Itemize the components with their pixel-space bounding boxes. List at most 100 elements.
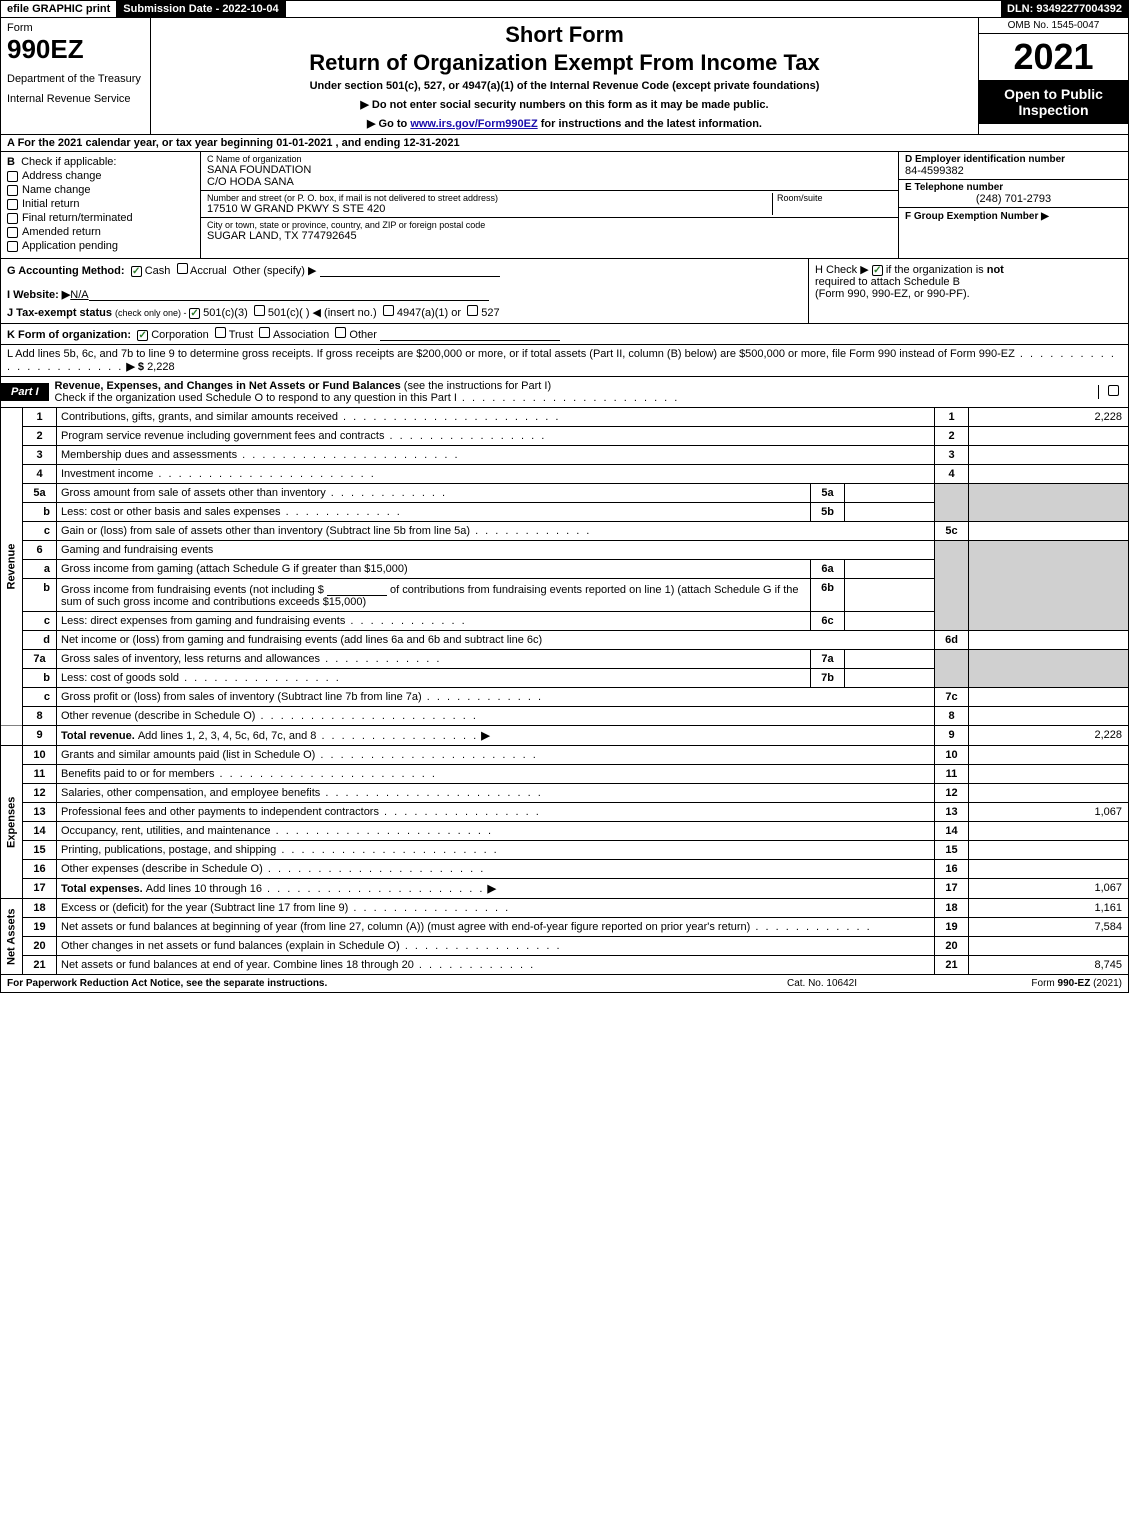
e-row: E Telephone number (248) 701-2793: [899, 179, 1128, 207]
line-6d: d Net income or (loss) from gaming and f…: [1, 631, 1129, 650]
line-desc: Gross income from fundraising events (no…: [57, 579, 811, 612]
final-return-label: Final return/terminated: [22, 212, 133, 224]
checkbox-icon[interactable]: [7, 199, 18, 210]
opt-other: Other: [349, 329, 377, 341]
page-footer: For Paperwork Reduction Act Notice, see …: [0, 975, 1129, 993]
checkbox-other-icon[interactable]: [335, 327, 346, 338]
dots-icon: [153, 468, 375, 480]
header-right: OMB No. 1545-0047 2021 Open to Public In…: [978, 18, 1128, 134]
opt-trust: Trust: [229, 329, 254, 341]
line-18: Net Assets 18 Excess or (deficit) for th…: [1, 899, 1129, 918]
other-org-field[interactable]: [380, 327, 560, 341]
checkbox-icon[interactable]: [7, 227, 18, 238]
line-rnum: 14: [935, 822, 969, 841]
line-text: Program service revenue including govern…: [61, 430, 384, 442]
check-application-pending[interactable]: Application pending: [7, 240, 194, 252]
line-6: 6 Gaming and fundraising events: [1, 541, 1129, 560]
dots-icon: [400, 940, 562, 952]
opt-527: 527: [481, 307, 499, 319]
line-text: Membership dues and assessments: [61, 449, 237, 461]
check-name-change[interactable]: Name change: [7, 184, 194, 196]
dots-icon: [326, 487, 447, 499]
checkbox-icon[interactable]: [7, 241, 18, 252]
check-final-return[interactable]: Final return/terminated: [7, 212, 194, 224]
l-arrow: ▶ $: [126, 361, 147, 373]
ein-value: 84-4599382: [905, 165, 1122, 177]
line-rnum: 3: [935, 446, 969, 465]
line-rval: [969, 707, 1129, 726]
shade-cell: [935, 541, 969, 631]
checkbox-part-i-icon[interactable]: [1108, 385, 1119, 396]
dots-icon: [470, 525, 591, 537]
contrib-field[interactable]: [327, 582, 387, 596]
line-4: 4 Investment income 4: [1, 465, 1129, 484]
check-address-change[interactable]: Address change: [7, 170, 194, 182]
dots-icon: [345, 615, 466, 627]
j-check-only-one: (check only one) -: [115, 308, 189, 318]
opt-corporation: Corporation: [151, 329, 208, 341]
d-label: D Employer identification number: [905, 154, 1122, 165]
line-desc: Membership dues and assessments: [57, 446, 935, 465]
l-row: L Add lines 5b, 6c, and 7b to line 9 to …: [0, 345, 1129, 377]
checkbox-trust-icon[interactable]: [215, 327, 226, 338]
part-i-check-line: Check if the organization used Schedule …: [55, 392, 457, 404]
initial-return-label: Initial return: [22, 198, 79, 210]
checkbox-assoc-icon[interactable]: [259, 327, 270, 338]
dots-icon: [276, 844, 498, 856]
checkbox-4947-icon[interactable]: [383, 305, 394, 316]
checkbox-527-icon[interactable]: [467, 305, 478, 316]
line-rnum: 6d: [935, 631, 969, 650]
line-num: 12: [23, 784, 57, 803]
dln: DLN: 93492277004392: [1001, 1, 1128, 17]
goto-link[interactable]: www.irs.gov/Form990EZ: [410, 118, 537, 130]
line-rnum: 18: [935, 899, 969, 918]
j-tax-exempt-row: J Tax-exempt status (check only one) - 5…: [7, 305, 802, 319]
checkbox-501c3-icon[interactable]: [189, 308, 200, 319]
line-num: 14: [23, 822, 57, 841]
other-specify-field[interactable]: [320, 263, 500, 277]
accrual-label: Accrual: [190, 265, 227, 277]
checkbox-accrual-icon[interactable]: [177, 263, 188, 274]
return-title: Return of Organization Exempt From Incom…: [157, 50, 972, 76]
address-change-label: Address change: [22, 170, 102, 182]
line-text-1: Gross income from fundraising events (no…: [61, 584, 324, 596]
line-num: 19: [23, 918, 57, 937]
opt-4947: 4947(a)(1) or: [397, 307, 461, 319]
check-amended-return[interactable]: Amended return: [7, 226, 194, 238]
inner-num: 7a: [811, 650, 845, 669]
line-rnum: 16: [935, 860, 969, 879]
f-label: F Group Exemption Number ▶: [905, 211, 1049, 222]
checkbox-h-icon[interactable]: [872, 265, 883, 276]
c-room: Room/suite: [772, 193, 892, 215]
shade-cell: [935, 484, 969, 522]
line-rval: [969, 688, 1129, 707]
check-initial-return[interactable]: Initial return: [7, 198, 194, 210]
inner-num: 5b: [811, 503, 845, 522]
line-num: 9: [23, 726, 57, 746]
line-13: 13 Professional fees and other payments …: [1, 803, 1129, 822]
inner-num: 6a: [811, 560, 845, 579]
c-street-label: Number and street (or P. O. box, if mail…: [207, 193, 772, 203]
form-word: Form: [7, 22, 144, 34]
block-c: C Name of organization SANA FOUNDATION C…: [201, 152, 898, 258]
checkbox-icon[interactable]: [7, 213, 18, 224]
line-rval: 8,745: [969, 956, 1129, 975]
checkbox-cash-icon[interactable]: [131, 266, 142, 277]
inner-num: 6b: [811, 579, 845, 612]
line-desc: Other changes in net assets or fund bala…: [57, 937, 935, 956]
checkbox-corp-icon[interactable]: [137, 330, 148, 341]
line-rval: [969, 746, 1129, 765]
footer-left: For Paperwork Reduction Act Notice, see …: [7, 978, 722, 989]
line-text: Salaries, other compensation, and employ…: [61, 787, 320, 799]
top-bar: efile GRAPHIC print Submission Date - 20…: [0, 0, 1129, 18]
submission-date: Submission Date - 2022-10-04: [117, 1, 285, 17]
c-name-label: C Name of organization: [207, 154, 892, 164]
dots-icon: [214, 768, 436, 780]
under-section: Under section 501(c), 527, or 4947(a)(1)…: [157, 80, 972, 92]
checkbox-icon[interactable]: [7, 171, 18, 182]
line-rnum: 13: [935, 803, 969, 822]
checkbox-icon[interactable]: [7, 185, 18, 196]
checkbox-501c-icon[interactable]: [254, 305, 265, 316]
line-rval: [969, 522, 1129, 541]
dots-icon: [320, 653, 441, 665]
